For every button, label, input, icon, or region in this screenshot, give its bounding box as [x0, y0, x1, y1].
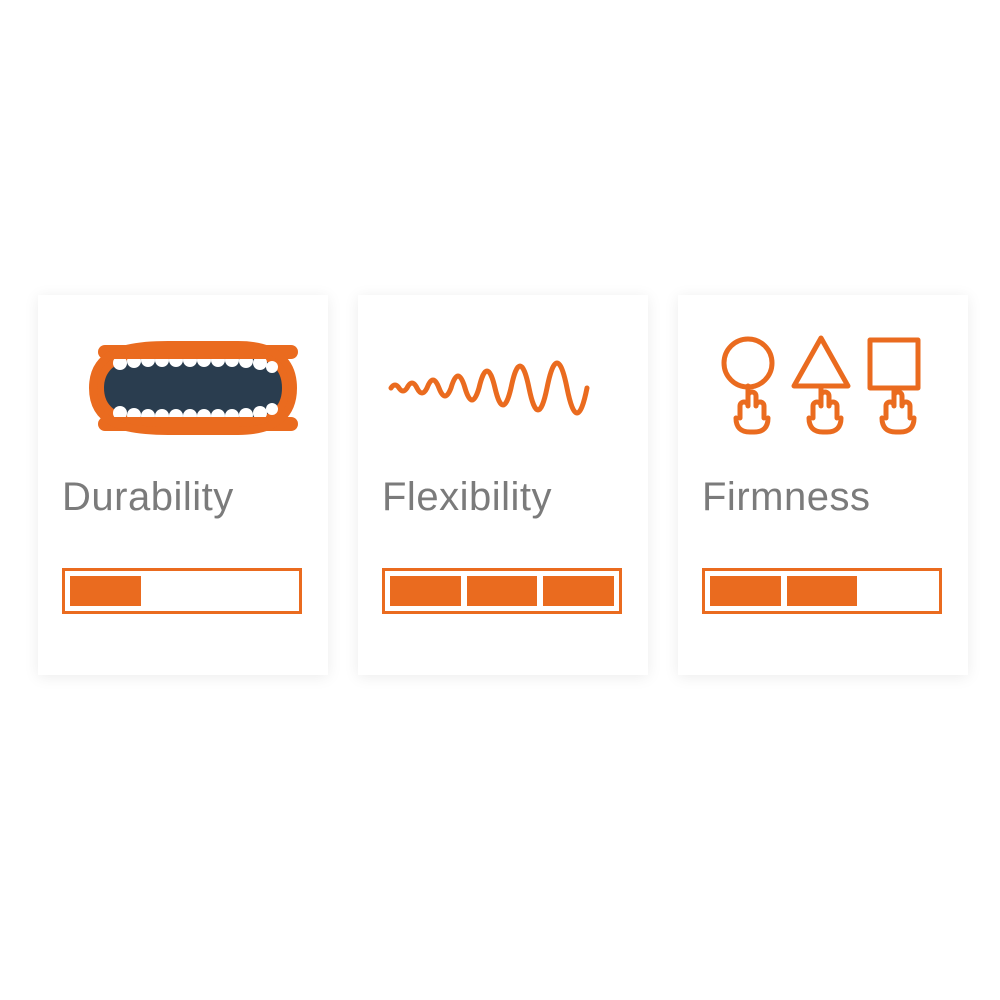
property-card-firmness: Firmness — [678, 295, 968, 675]
rating-segment — [70, 576, 141, 606]
shapes-touch-icon — [702, 323, 944, 453]
rating-segment — [710, 576, 781, 606]
rating-segment — [543, 576, 614, 606]
property-card-durability: Durability — [38, 295, 328, 675]
card-label: Durability — [62, 475, 234, 520]
card-label: Flexibility — [382, 475, 552, 520]
rating-segment — [863, 576, 934, 606]
rating-segment — [390, 576, 461, 606]
card-label: Firmness — [702, 475, 870, 520]
property-cards-row: Durability Flexibility — [38, 295, 968, 675]
rating-segment — [787, 576, 858, 606]
chew-shape-icon — [62, 323, 304, 453]
rating-bar-durability — [62, 568, 302, 614]
wave-icon — [382, 323, 624, 453]
rating-bar-firmness — [702, 568, 942, 614]
rating-segment — [223, 576, 294, 606]
property-card-flexibility: Flexibility — [358, 295, 648, 675]
rating-segment — [147, 576, 218, 606]
rating-segment — [467, 576, 538, 606]
rating-bar-flexibility — [382, 568, 622, 614]
